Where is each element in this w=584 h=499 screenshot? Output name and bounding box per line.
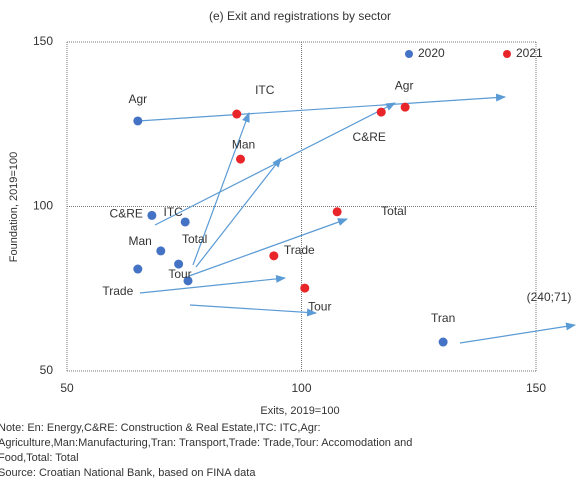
point bbox=[332, 207, 342, 217]
point bbox=[147, 210, 157, 220]
y-tick-label: 50 bbox=[40, 363, 54, 377]
arrow bbox=[139, 274, 286, 294]
point bbox=[232, 109, 242, 119]
point-label: Man bbox=[232, 137, 255, 151]
arrow bbox=[154, 102, 396, 226]
point bbox=[183, 276, 193, 286]
arrow bbox=[189, 304, 317, 317]
x-tick-label: 50 bbox=[60, 381, 74, 395]
note: Source: Croatian National Bank, based on… bbox=[0, 467, 256, 479]
x-tick-label: 100 bbox=[291, 381, 311, 395]
x-tick-label: 150 bbox=[526, 381, 546, 395]
point-label: ITC bbox=[164, 205, 184, 219]
annotation: (240;71) bbox=[527, 290, 572, 304]
point-label: Total bbox=[381, 204, 406, 218]
point bbox=[438, 337, 448, 347]
point bbox=[400, 102, 410, 112]
point bbox=[156, 246, 166, 256]
point bbox=[300, 283, 310, 293]
point-label: C&RE bbox=[110, 207, 143, 221]
note: Food,Total: Total bbox=[0, 452, 79, 464]
arrow bbox=[192, 112, 250, 266]
arrows bbox=[137, 93, 576, 344]
point-label: C&RE bbox=[353, 130, 386, 144]
point bbox=[236, 154, 246, 164]
legend-marker bbox=[405, 50, 413, 58]
point-label: Agr bbox=[395, 78, 414, 92]
point-label: Tour bbox=[168, 267, 191, 281]
point bbox=[133, 116, 143, 126]
point bbox=[269, 251, 279, 261]
y-axis-label: Foundation, 2019=100 bbox=[8, 152, 20, 262]
legend-marker bbox=[503, 50, 511, 58]
arrow bbox=[188, 218, 348, 277]
point-label: Total bbox=[182, 232, 207, 246]
point bbox=[376, 107, 386, 117]
chart-title: (e) Exit and registrations by sector bbox=[209, 9, 391, 23]
y-tick-label: 150 bbox=[33, 34, 53, 48]
legend-label: 2021 bbox=[516, 46, 543, 60]
arrow bbox=[459, 322, 576, 344]
point-label: Tran bbox=[431, 311, 455, 325]
point bbox=[133, 264, 143, 274]
point-label: Trade bbox=[284, 243, 315, 257]
point-label: Tour bbox=[308, 299, 331, 313]
arrow bbox=[137, 93, 506, 122]
point bbox=[174, 259, 184, 269]
arrow bbox=[195, 157, 282, 268]
point-label: Agr bbox=[128, 92, 147, 106]
legend-label: 2020 bbox=[418, 46, 445, 60]
point bbox=[180, 217, 190, 227]
x-axis-label: Exits, 2019=100 bbox=[260, 405, 339, 417]
point-label: ITC bbox=[255, 83, 275, 97]
point-label: Trade bbox=[102, 284, 133, 298]
y-tick-label: 100 bbox=[33, 199, 53, 213]
note: Note: En: Energy,C&RE: Construction & Re… bbox=[0, 422, 321, 434]
point-label: Man bbox=[128, 234, 151, 248]
note: Agriculture,Man:Manufacturing,Tran: Tran… bbox=[0, 437, 412, 449]
